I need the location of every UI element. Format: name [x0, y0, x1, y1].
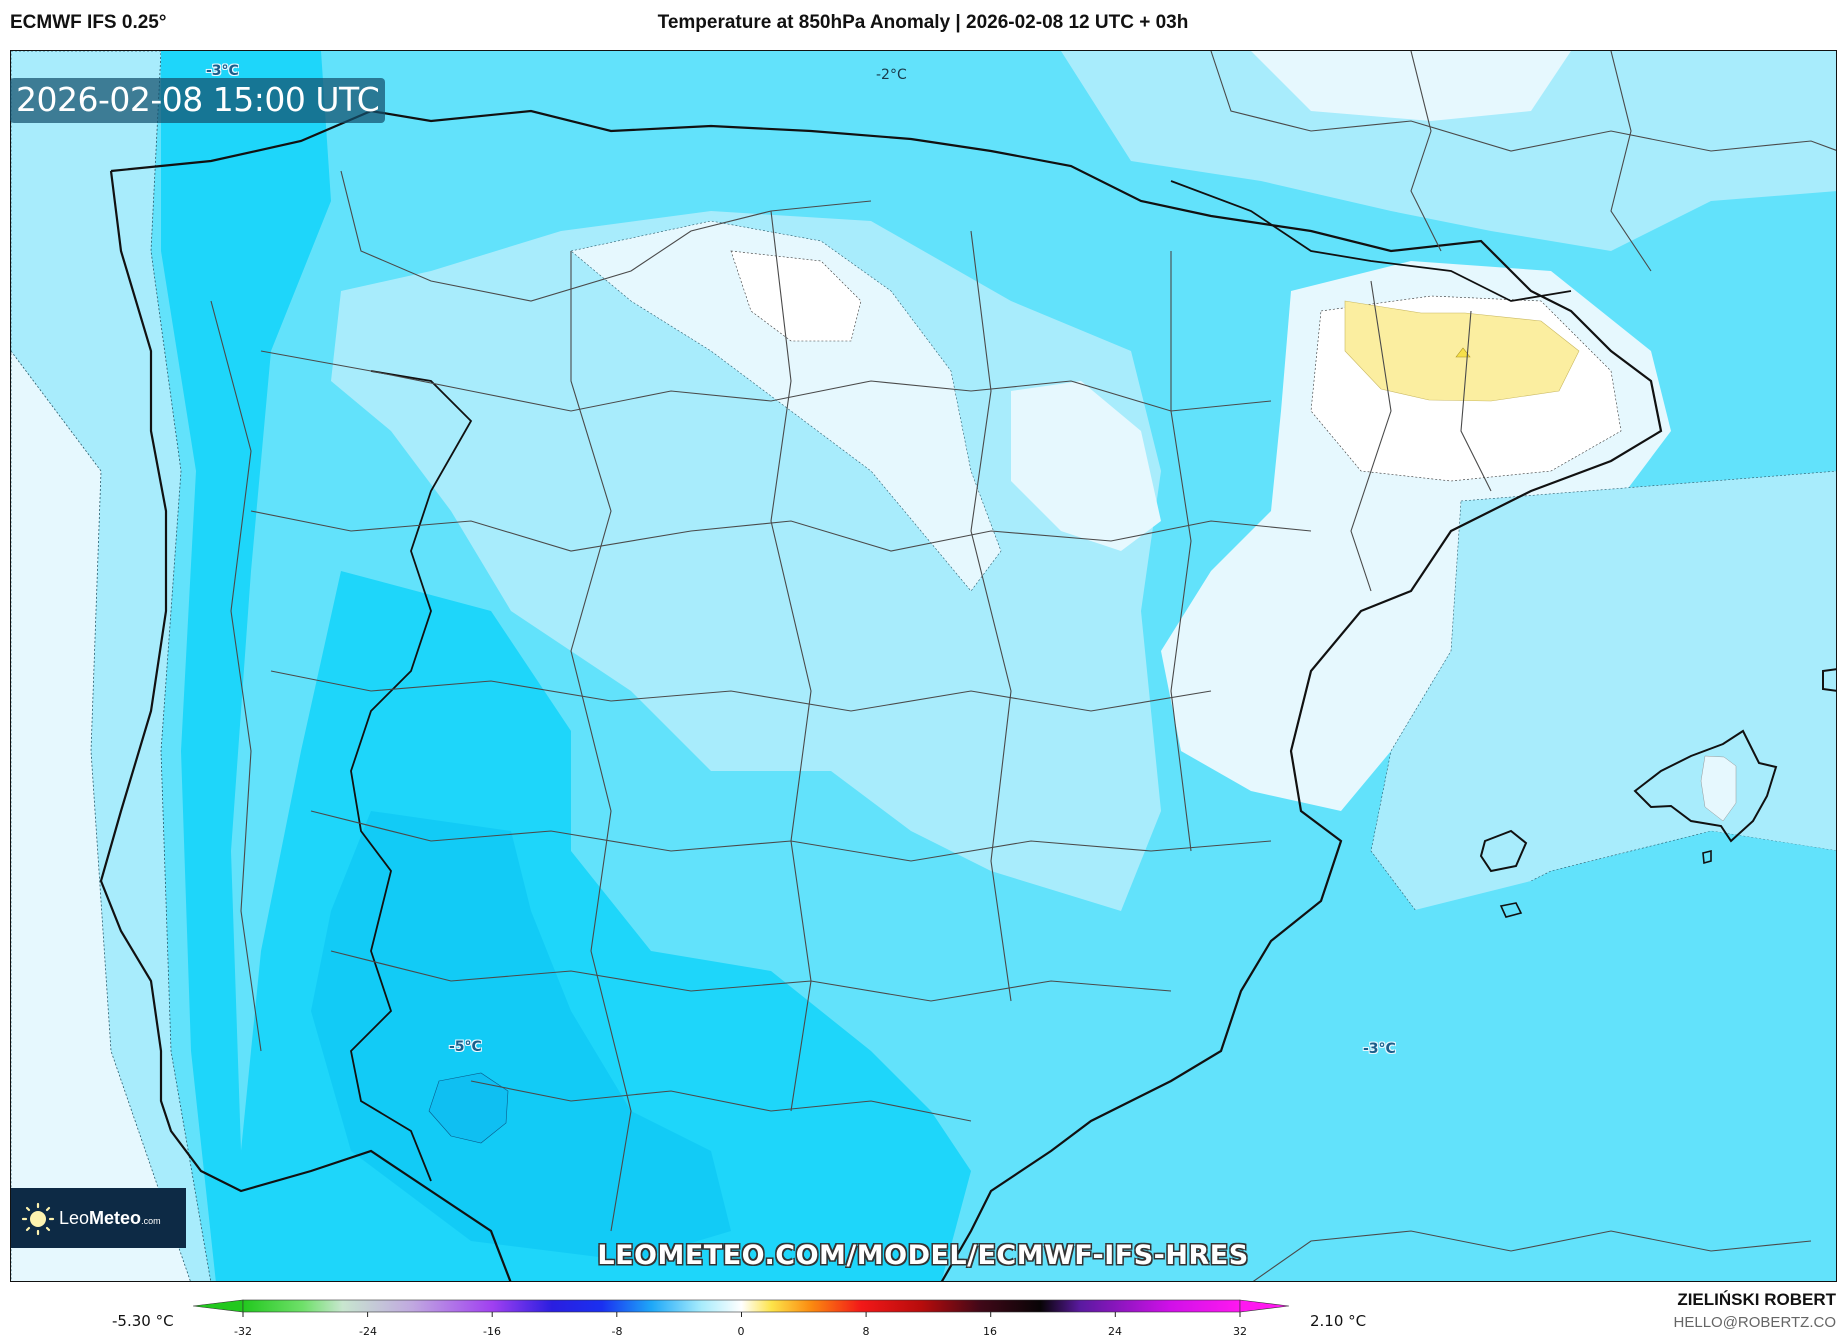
contour-label: -3°C: [206, 63, 239, 79]
chart-title: Temperature at 850hPa Anomaly | 2026-02-…: [657, 12, 1189, 33]
logo-text-domain: .com: [141, 1216, 161, 1226]
source-url-watermark: LEOMETEO.COM/MODEL/ECMWF-IFS-HRES: [597, 1240, 1249, 1271]
model-label: ECMWF IFS 0.25°: [10, 12, 167, 33]
anomaly-map[interactable]: -3°C -2°C -5°C -3°C: [10, 50, 1837, 1282]
logo-text-meteo: Meteo: [89, 1207, 142, 1228]
anomaly-field: [11, 51, 1836, 1281]
colorbar-tick: -8: [611, 1325, 623, 1338]
colorbar-tick: 32: [1233, 1325, 1247, 1338]
contour-label: -3°C: [1363, 1041, 1396, 1057]
leometeo-logo[interactable]: Leo Meteo .com: [11, 1188, 186, 1248]
contour-label: -2°C: [876, 67, 907, 83]
colorbar-tick: -16: [483, 1325, 501, 1338]
author-email: HELLO@ROBERTZ.CO: [1673, 1314, 1836, 1331]
field-min-label: -5.30 °C: [112, 1312, 174, 1330]
colorbar-tick: 24: [1108, 1325, 1122, 1338]
colorbar: [193, 1299, 1290, 1317]
colorbar-tick: 0: [737, 1325, 745, 1338]
colorbar-tick: 8: [862, 1325, 870, 1338]
contour-label: -5°C: [449, 1039, 482, 1055]
colorbar-tick: -32: [234, 1325, 252, 1338]
colorbar-tick: 16: [983, 1325, 997, 1338]
valid-time-badge: 2026-02-08 15:00 UTC: [10, 78, 386, 123]
author-name: ZIELIŃSKI ROBERT: [1677, 1290, 1836, 1309]
colorbar-tick: -24: [359, 1325, 377, 1338]
field-max-label: 2.10 °C: [1310, 1312, 1367, 1330]
logo-text-leo: Leo: [59, 1207, 90, 1228]
sun-icon: [21, 1202, 55, 1236]
